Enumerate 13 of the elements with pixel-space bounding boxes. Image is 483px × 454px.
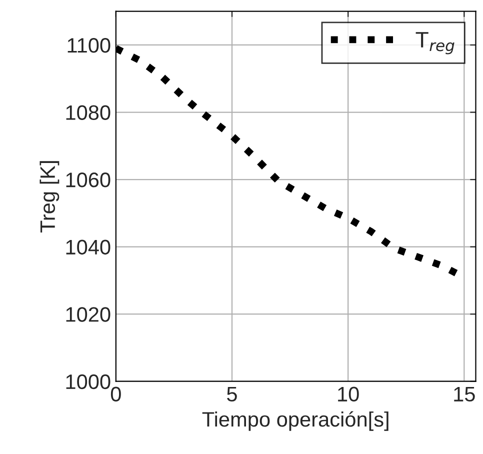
- y-tick-label: 1060: [66, 172, 110, 188]
- y-tick-label: 1080: [66, 105, 110, 120]
- x-tick-label: 5: [227, 386, 237, 402]
- x-tick-label: 10: [338, 386, 359, 402]
- y-tick-label: 1020: [66, 307, 110, 322]
- legend-label: T$_{reg}$: [416, 32, 454, 54]
- y-tick-label: 1100: [68, 38, 110, 53]
- x-axis-title: Tiempo operación[s]: [202, 411, 388, 431]
- x-tick-label: 15: [454, 386, 475, 402]
- y-tick-label: 1040: [66, 240, 110, 255]
- y-axis-title: Treg [K]: [40, 161, 60, 233]
- x-tick-label: 0: [110, 386, 121, 402]
- y-tick-label: 1000: [66, 374, 110, 390]
